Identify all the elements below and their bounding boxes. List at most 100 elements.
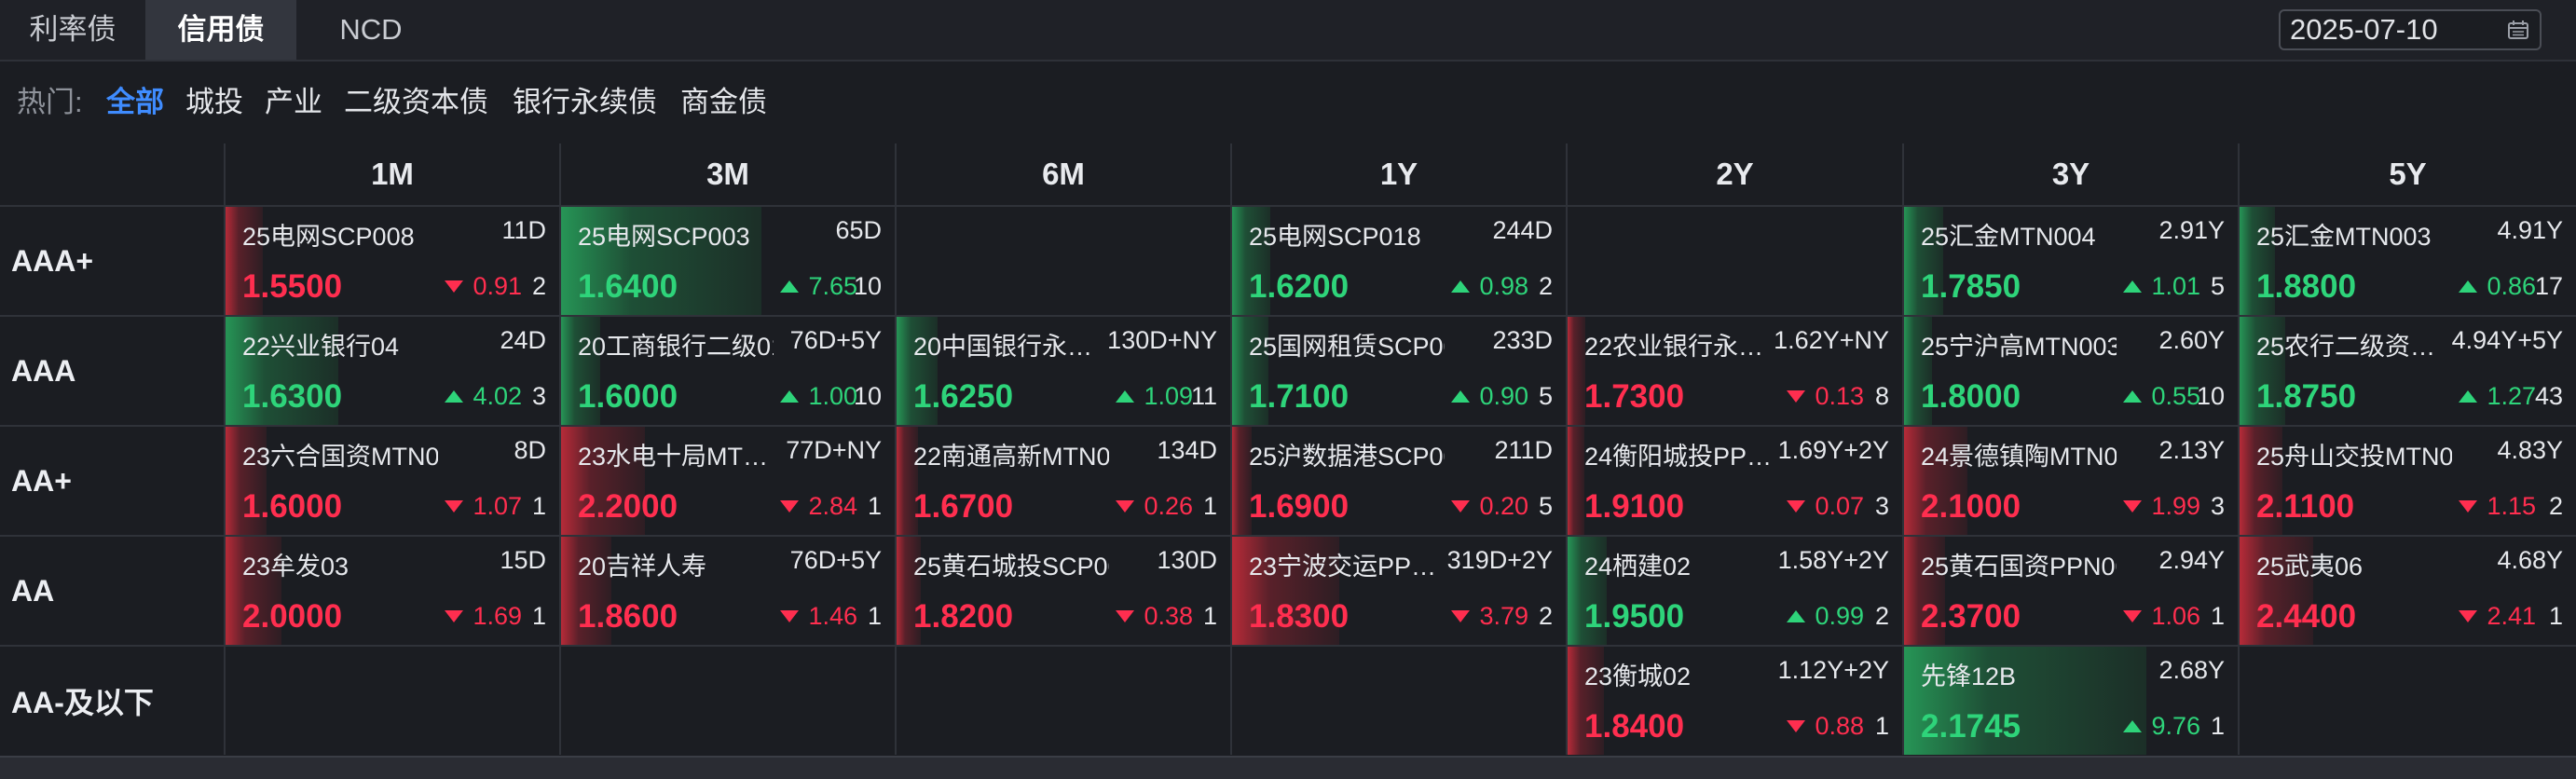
bond-cell[interactable]: 22农业银行永… 1.62Y+NY 1.7300 0.13 8 [1566, 315, 1902, 425]
arrow-down-icon [1787, 500, 1806, 512]
bond-cell[interactable]: 24栖建02 1.58Y+2Y 1.9500 0.99 2 [1566, 535, 1902, 645]
bond-cell[interactable]: 25汇金MTN003 4.91Y 1.8800 0.86 17 [2238, 205, 2576, 315]
bond-term: 2.94Y [2158, 546, 2225, 574]
bond-name: 20工商银行二级01 [578, 333, 774, 361]
bond-cell[interactable]: 25黄石国资PPN001 2.94Y 2.3700 1.06 1 [1902, 535, 2238, 645]
bond-count: 1 [867, 492, 882, 520]
bond-yield: 2.2000 [578, 488, 678, 525]
change-heat-bar [897, 427, 918, 535]
bond-cell[interactable]: 25国网租赁SCP00… 233D 1.7100 0.90 5 [1230, 315, 1566, 425]
bond-name: 25电网SCP003 [578, 223, 750, 251]
bond-cell[interactable]: 24衡阳城投PP… 1.69Y+2Y 1.9100 0.07 3 [1566, 425, 1902, 535]
tab-ncd[interactable]: NCD [339, 13, 403, 46]
bond-cell[interactable]: 25电网SCP008 11D 1.5500 0.91 2 [224, 205, 559, 315]
bond-change: 0.98 [1389, 272, 1528, 301]
bond-change: 9.76 [2061, 712, 2200, 741]
rating-row-header: AAA [0, 315, 224, 425]
bond-yield: 2.4400 [2256, 598, 2357, 635]
change-heat-bar [226, 537, 281, 645]
rating-row-header: AA [0, 535, 224, 645]
change-heat-bar [561, 207, 761, 315]
filter-bank-perpetual[interactable]: 银行永续债 [513, 86, 657, 118]
bond-change-value: 1.46 [808, 602, 857, 630]
bond-cell[interactable]: 20中国银行永… 130D+NY 1.6250 1.09 11 [895, 315, 1230, 425]
bond-yield: 2.1745 [1921, 708, 2021, 745]
bond-yield: 1.8000 [1921, 378, 2021, 415]
bond-yield: 2.1000 [1921, 488, 2021, 525]
bond-cell[interactable]: 20吉祥人寿 76D+5Y 1.8600 1.46 1 [559, 535, 895, 645]
bond-cell[interactable]: 25武夷06 4.68Y 2.4400 2.41 1 [2238, 535, 2576, 645]
filter-commercial-financial[interactable]: 商金债 [680, 86, 767, 118]
bond-cell[interactable]: 25汇金MTN004 2.91Y 1.7850 1.01 5 [1902, 205, 2238, 315]
bond-change-value: 7.65 [808, 272, 857, 300]
bond-count: 1 [2548, 602, 2563, 630]
bond-change-value: 4.02 [473, 382, 522, 410]
tab-rate-bonds[interactable]: 利率债 [29, 13, 116, 46]
change-heat-bar [2240, 427, 2282, 535]
bond-name: 23衡城02 [1584, 663, 1692, 690]
arrow-down-icon [1116, 500, 1135, 512]
bond-cell[interactable]: 23水电十局MT… 77D+NY 2.2000 2.84 1 [559, 425, 895, 535]
bond-cell[interactable]: 23衡城02 1.12Y+2Y 1.8400 0.88 1 [1566, 645, 1902, 755]
change-heat-bar [1904, 427, 1967, 535]
filter-chengtou[interactable]: 城投 [185, 86, 243, 118]
change-heat-bar [2240, 317, 2286, 425]
change-heat-bar [897, 317, 939, 425]
bond-change-value: 0.98 [1479, 272, 1528, 300]
bond-name: 25电网SCP008 [242, 223, 415, 251]
bond-term: 130D [1157, 546, 1217, 574]
bond-change: 1.00 [718, 382, 857, 411]
date-picker[interactable]: 2025-07-10 [2279, 9, 2542, 50]
bond-cell[interactable]: 25农行二级资… 4.94Y+5Y 1.8750 1.27 43 [2238, 315, 2576, 425]
bond-change: 1.06 [2061, 602, 2200, 631]
bond-yield: 1.6400 [578, 268, 678, 305]
filter-industry[interactable]: 产业 [265, 86, 322, 118]
bond-change: 0.55 [2061, 382, 2200, 411]
bond-change: 0.86 [2396, 272, 2536, 301]
change-heat-bar [226, 427, 267, 535]
bond-cell[interactable]: 23牟发03 15D 2.0000 1.69 1 [224, 535, 559, 645]
bond-term: 24D [500, 326, 546, 354]
bond-name: 23六合国资MTN002 [242, 443, 438, 471]
bond-change: 7.65 [718, 272, 857, 301]
bond-yield: 1.6200 [1249, 268, 1350, 305]
tab-credit-bonds[interactable]: 信用债 [145, 0, 296, 60]
bond-cell[interactable]: 25舟山交投MTN002 4.83Y 2.1100 1.15 2 [2238, 425, 2576, 535]
bond-cell[interactable]: 25电网SCP018 244D 1.6200 0.98 2 [1230, 205, 1566, 315]
bond-term: 2.60Y [2158, 326, 2225, 354]
bond-cell[interactable]: 23六合国资MTN002 8D 1.6000 1.07 1 [224, 425, 559, 535]
bond-count: 1 [1202, 492, 1217, 520]
empty-cell [1230, 645, 1566, 755]
bond-change-value: 2.41 [2487, 602, 2536, 630]
bond-term: 65D [835, 216, 882, 244]
bond-cell[interactable]: 23宁波交运PP… 319D+2Y 1.8300 3.79 2 [1230, 535, 1566, 645]
bond-cell[interactable]: 24景德镇陶MTN0… 2.13Y 2.1000 1.99 3 [1902, 425, 2238, 535]
bond-cell[interactable]: 25电网SCP003 65D 1.6400 7.65 10 [559, 205, 895, 315]
bond-cell[interactable]: 25黄石城投SCP001 130D 1.8200 0.38 1 [895, 535, 1230, 645]
bond-count: 2 [1538, 272, 1553, 300]
bond-term: 233D [1492, 326, 1553, 354]
bond-term: 76D+5Y [789, 546, 882, 574]
bond-cell[interactable]: 20工商银行二级01 76D+5Y 1.6000 1.00 10 [559, 315, 895, 425]
bond-count: 10 [853, 272, 882, 300]
bond-term: 77D+NY [786, 436, 882, 464]
change-heat-bar [1568, 317, 1586, 425]
bond-term: 1.62Y+NY [1774, 326, 1889, 354]
bond-term: 1.69Y+2Y [1777, 436, 1889, 464]
arrow-down-icon [780, 500, 800, 512]
filter-tier2-capital[interactable]: 二级资本债 [344, 86, 488, 118]
bond-change: 0.88 [1724, 712, 1864, 741]
bond-cell[interactable]: 先锋12B 2.68Y 2.1745 9.76 1 [1902, 645, 2238, 755]
bond-cell[interactable]: 22兴业银行04 24D 1.6300 4.02 3 [224, 315, 559, 425]
filter-all[interactable]: 全部 [106, 86, 164, 118]
arrow-down-icon [1116, 610, 1135, 622]
bond-count: 5 [2210, 272, 2225, 300]
change-heat-bar [1568, 647, 1604, 755]
bond-cell[interactable]: 22南通高新MTN002 134D 1.6700 0.26 1 [895, 425, 1230, 535]
bond-count: 5 [1538, 382, 1553, 410]
bond-count: 10 [853, 382, 882, 410]
bond-cell[interactable]: 25宁沪高MTN003 2.60Y 1.8000 0.55 10 [1902, 315, 2238, 425]
bond-yield: 2.3700 [1921, 598, 2021, 635]
bond-cell[interactable]: 25沪数据港SCP00… 211D 1.6900 0.20 5 [1230, 425, 1566, 535]
hot-filter-bar: 热门: 全部 城投 产业 二级资本债 银行永续债 商金债 [0, 62, 2576, 144]
